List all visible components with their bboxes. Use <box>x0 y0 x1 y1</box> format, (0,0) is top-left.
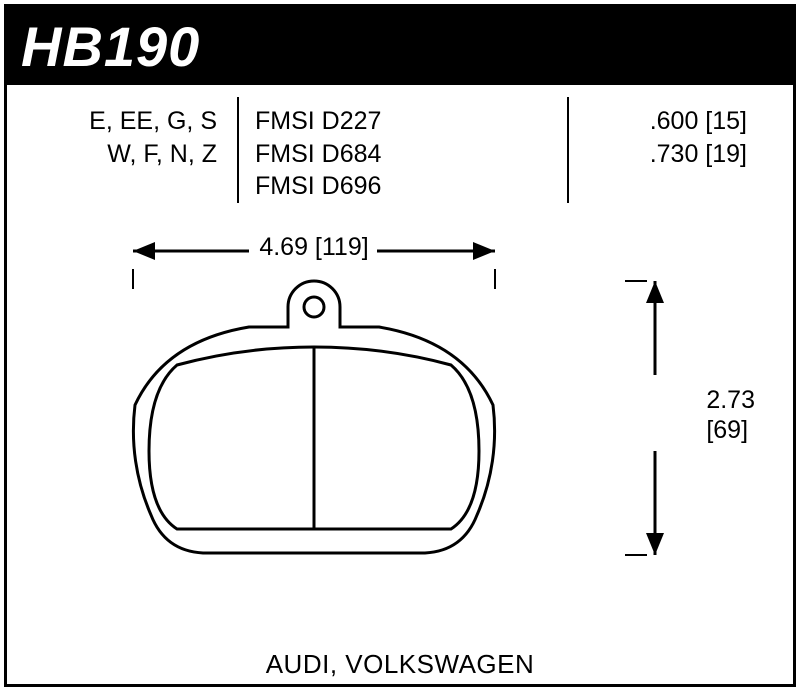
fmsi-line3: FMSI D696 <box>255 170 381 203</box>
fmsi-line2: FMSI D684 <box>255 138 381 171</box>
compounds-column: E, EE, G, S W, F, N, Z <box>47 105 217 170</box>
brand-label: AUDI, VOLKSWAGEN <box>7 649 793 680</box>
thickness-line1: .600 [15] <box>650 105 747 138</box>
compounds-line1: E, EE, G, S <box>47 105 217 138</box>
dimension-overlay <box>7 215 797 655</box>
width-value: 4.69 [119] <box>259 233 368 261</box>
compounds-line2: W, F, N, Z <box>47 138 217 171</box>
thickness-column: .600 [15] .730 [19] <box>650 105 747 170</box>
thickness-line2: .730 [19] <box>650 138 747 171</box>
height-inches: 2.73 <box>706 385 755 415</box>
diagram-area: 4.69 [119] 2.73 [69] <box>7 215 793 645</box>
part-number: HB190 <box>21 14 200 79</box>
fmsi-line1: FMSI D227 <box>255 105 381 138</box>
divider-2 <box>567 97 569 203</box>
brake-pad-shape <box>133 281 494 553</box>
height-mm: [69] <box>706 415 755 445</box>
width-dimension: 4.69 [119] <box>133 233 495 262</box>
height-dimension: 2.73 [69] <box>706 385 755 445</box>
header-bar: HB190 <box>7 7 793 85</box>
diagram-frame: HB190 E, EE, G, S W, F, N, Z FMSI D227 F… <box>4 4 796 687</box>
divider-1 <box>237 97 239 203</box>
fmsi-column: FMSI D227 FMSI D684 FMSI D696 <box>255 105 381 203</box>
specs-row: E, EE, G, S W, F, N, Z FMSI D227 FMSI D6… <box>7 97 793 207</box>
